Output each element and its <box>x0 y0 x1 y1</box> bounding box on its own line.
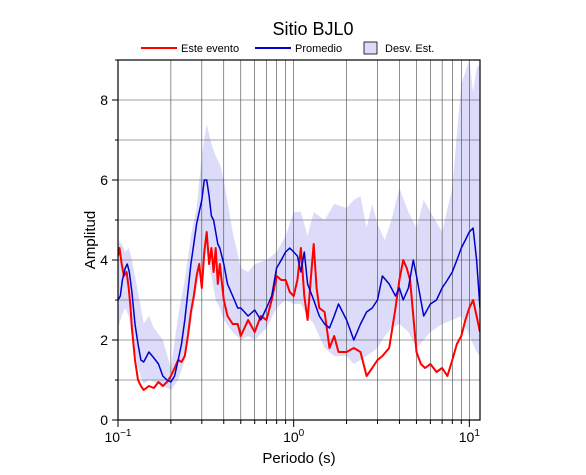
x-tick-label: 10−1 <box>105 428 132 445</box>
std-dev-band <box>118 60 480 390</box>
series-line-promedio <box>118 179 480 383</box>
x-axis-label: Periodo (s) <box>262 450 335 467</box>
legend-swatch-desv-est <box>363 41 378 55</box>
x-tick-label: 100 <box>283 428 305 445</box>
y-tick-label: 4 <box>100 252 108 268</box>
y-tick-label: 2 <box>100 332 108 348</box>
legend-label-este-evento: Este evento <box>181 43 239 55</box>
legend: Este evento Promedio Desv. Est. <box>141 41 434 55</box>
axis-layer: 10−1 100 101 0 2 4 6 8 <box>100 59 481 445</box>
std-dev-band-layer <box>118 60 480 390</box>
plot-frame <box>117 59 481 421</box>
y-tick-label: 8 <box>100 92 108 108</box>
series-line-este-evento <box>118 231 480 391</box>
legend-label-promedio: Promedio <box>295 43 342 55</box>
y-tick-label: 0 <box>100 412 108 428</box>
y-axis-label: Amplitud <box>82 211 99 269</box>
series-layer <box>118 179 480 391</box>
x-tick-label: 101 <box>459 428 481 445</box>
y-tick-label: 6 <box>100 172 108 188</box>
chart-title: Sitio BJL0 <box>272 19 353 39</box>
legend-label-desv-est: Desv. Est. <box>385 43 434 55</box>
